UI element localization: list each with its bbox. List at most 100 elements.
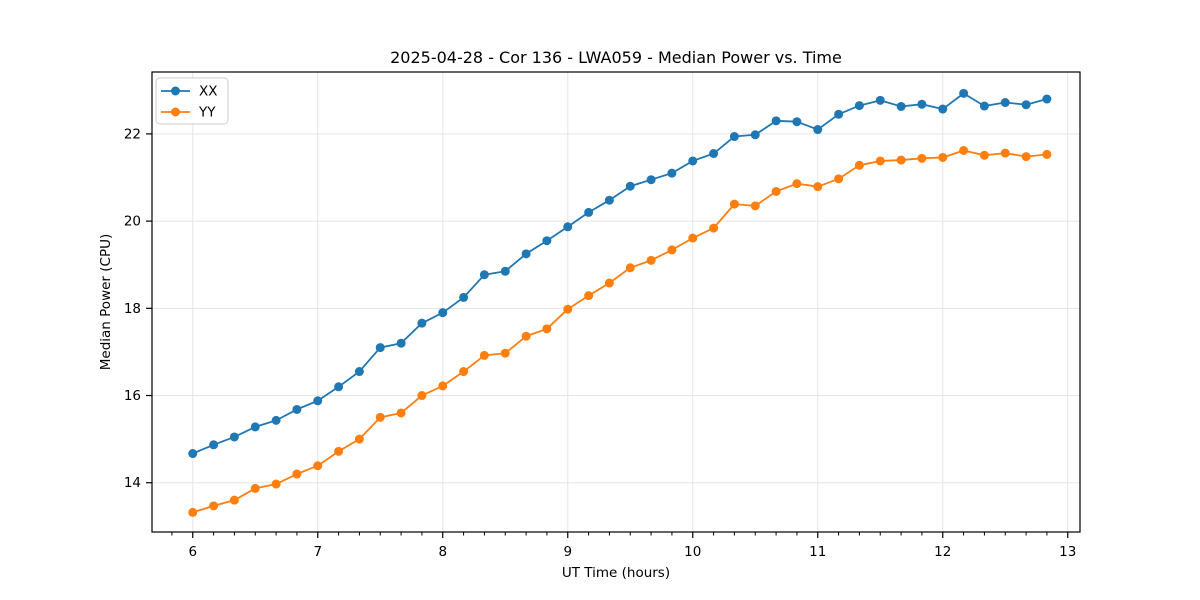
data-point-yy <box>521 331 531 341</box>
data-point-xx <box>334 382 344 392</box>
data-series <box>188 88 1052 517</box>
legend-item-yy: YY <box>161 105 216 121</box>
data-point-yy <box>584 291 594 301</box>
data-point-xx <box>729 132 739 142</box>
data-point-xx <box>625 181 635 191</box>
data-point-yy <box>1042 149 1052 159</box>
data-point-xx <box>459 292 469 302</box>
data-point-yy <box>334 446 344 456</box>
data-point-yy <box>479 350 489 360</box>
data-point-yy <box>417 391 427 401</box>
data-point-yy <box>646 255 656 265</box>
grid-lines <box>152 72 1080 532</box>
data-point-xx <box>313 396 323 406</box>
data-point-yy <box>729 199 739 209</box>
data-point-xx <box>563 222 573 232</box>
data-point-xx <box>396 338 406 348</box>
legend-label-xx: XX <box>199 84 218 100</box>
data-point-yy <box>375 412 385 422</box>
data-point-xx <box>375 343 385 353</box>
y-tick-label: 18 <box>124 301 141 317</box>
data-point-xx <box>979 101 989 111</box>
data-point-yy <box>438 381 448 391</box>
legend-label-yy: YY <box>198 105 216 121</box>
data-point-yy <box>854 160 864 170</box>
data-point-yy <box>188 507 198 517</box>
data-point-yy <box>917 153 927 163</box>
legend: XX YY <box>155 77 229 125</box>
data-point-xx <box>584 207 594 217</box>
data-point-xx <box>750 130 760 140</box>
data-point-xx <box>646 175 656 185</box>
legend-marker-xx <box>171 86 180 96</box>
data-point-yy <box>834 174 844 184</box>
tick-labels: 6 7 8 9 10 11 12 13 14 16 18 20 22 <box>124 126 1077 560</box>
data-point-xx <box>834 109 844 119</box>
data-point-yy <box>604 278 614 288</box>
data-point-yy <box>896 155 906 165</box>
y-tick-label: 20 <box>124 214 141 230</box>
series-line-yy <box>192 149 1047 514</box>
data-point-xx <box>709 149 719 159</box>
y-tick-label: 14 <box>124 475 141 491</box>
data-point-yy <box>813 182 823 192</box>
data-point-yy <box>459 367 469 377</box>
data-point-yy <box>271 479 281 489</box>
x-tick-label: 9 <box>563 544 572 560</box>
data-point-yy <box>875 156 885 166</box>
data-point-xx <box>1042 94 1052 104</box>
data-point-yy <box>292 469 302 479</box>
axes <box>146 71 1081 538</box>
data-point-yy <box>959 145 969 155</box>
data-point-xx <box>1021 100 1031 110</box>
x-tick-label: 12 <box>934 544 951 560</box>
x-axis-label: UT Time (hours) <box>562 565 670 581</box>
data-point-yy <box>500 348 510 358</box>
data-point-xx <box>417 318 427 328</box>
data-point-xx <box>959 88 969 98</box>
data-point-xx <box>938 104 948 114</box>
legend-item-xx: XX <box>161 84 218 100</box>
data-point-xx <box>792 117 802 127</box>
y-axis-label: Median Power (CPU) <box>98 234 114 370</box>
data-point-yy <box>563 304 573 314</box>
data-point-xx <box>354 367 364 377</box>
data-point-yy <box>542 324 552 334</box>
data-point-xx <box>188 449 198 459</box>
data-point-yy <box>667 245 677 255</box>
x-tick-label: 8 <box>438 544 447 560</box>
data-point-xx <box>271 415 281 425</box>
data-point-xx <box>500 266 510 276</box>
data-point-xx <box>1000 98 1010 108</box>
data-point-yy <box>625 263 635 273</box>
data-point-xx <box>479 270 489 280</box>
data-point-yy <box>229 495 239 505</box>
data-point-xx <box>292 404 302 414</box>
x-tick-label: 10 <box>684 544 701 560</box>
chart-title: 2025-04-28 - Cor 136 - LWA059 - Median P… <box>390 48 842 67</box>
data-point-yy <box>979 150 989 160</box>
data-point-yy <box>396 408 406 418</box>
data-point-yy <box>354 434 364 444</box>
data-point-yy <box>250 483 260 493</box>
data-point-yy <box>709 223 719 233</box>
data-point-xx <box>438 308 448 318</box>
y-tick-label: 16 <box>124 388 141 404</box>
data-point-yy <box>1000 148 1010 158</box>
data-point-xx <box>209 440 219 450</box>
data-point-yy <box>792 179 802 189</box>
data-point-yy <box>209 501 219 511</box>
data-point-xx <box>813 125 823 135</box>
data-point-xx <box>250 422 260 432</box>
data-point-yy <box>938 152 948 162</box>
data-point-yy <box>771 186 781 196</box>
x-tick-label: 11 <box>809 544 826 560</box>
data-point-xx <box>542 236 552 246</box>
data-point-xx <box>604 195 614 205</box>
y-tick-label: 22 <box>124 126 141 142</box>
data-point-yy <box>688 233 698 243</box>
data-point-xx <box>229 432 239 442</box>
legend-marker-yy <box>171 107 180 117</box>
data-point-xx <box>771 116 781 126</box>
